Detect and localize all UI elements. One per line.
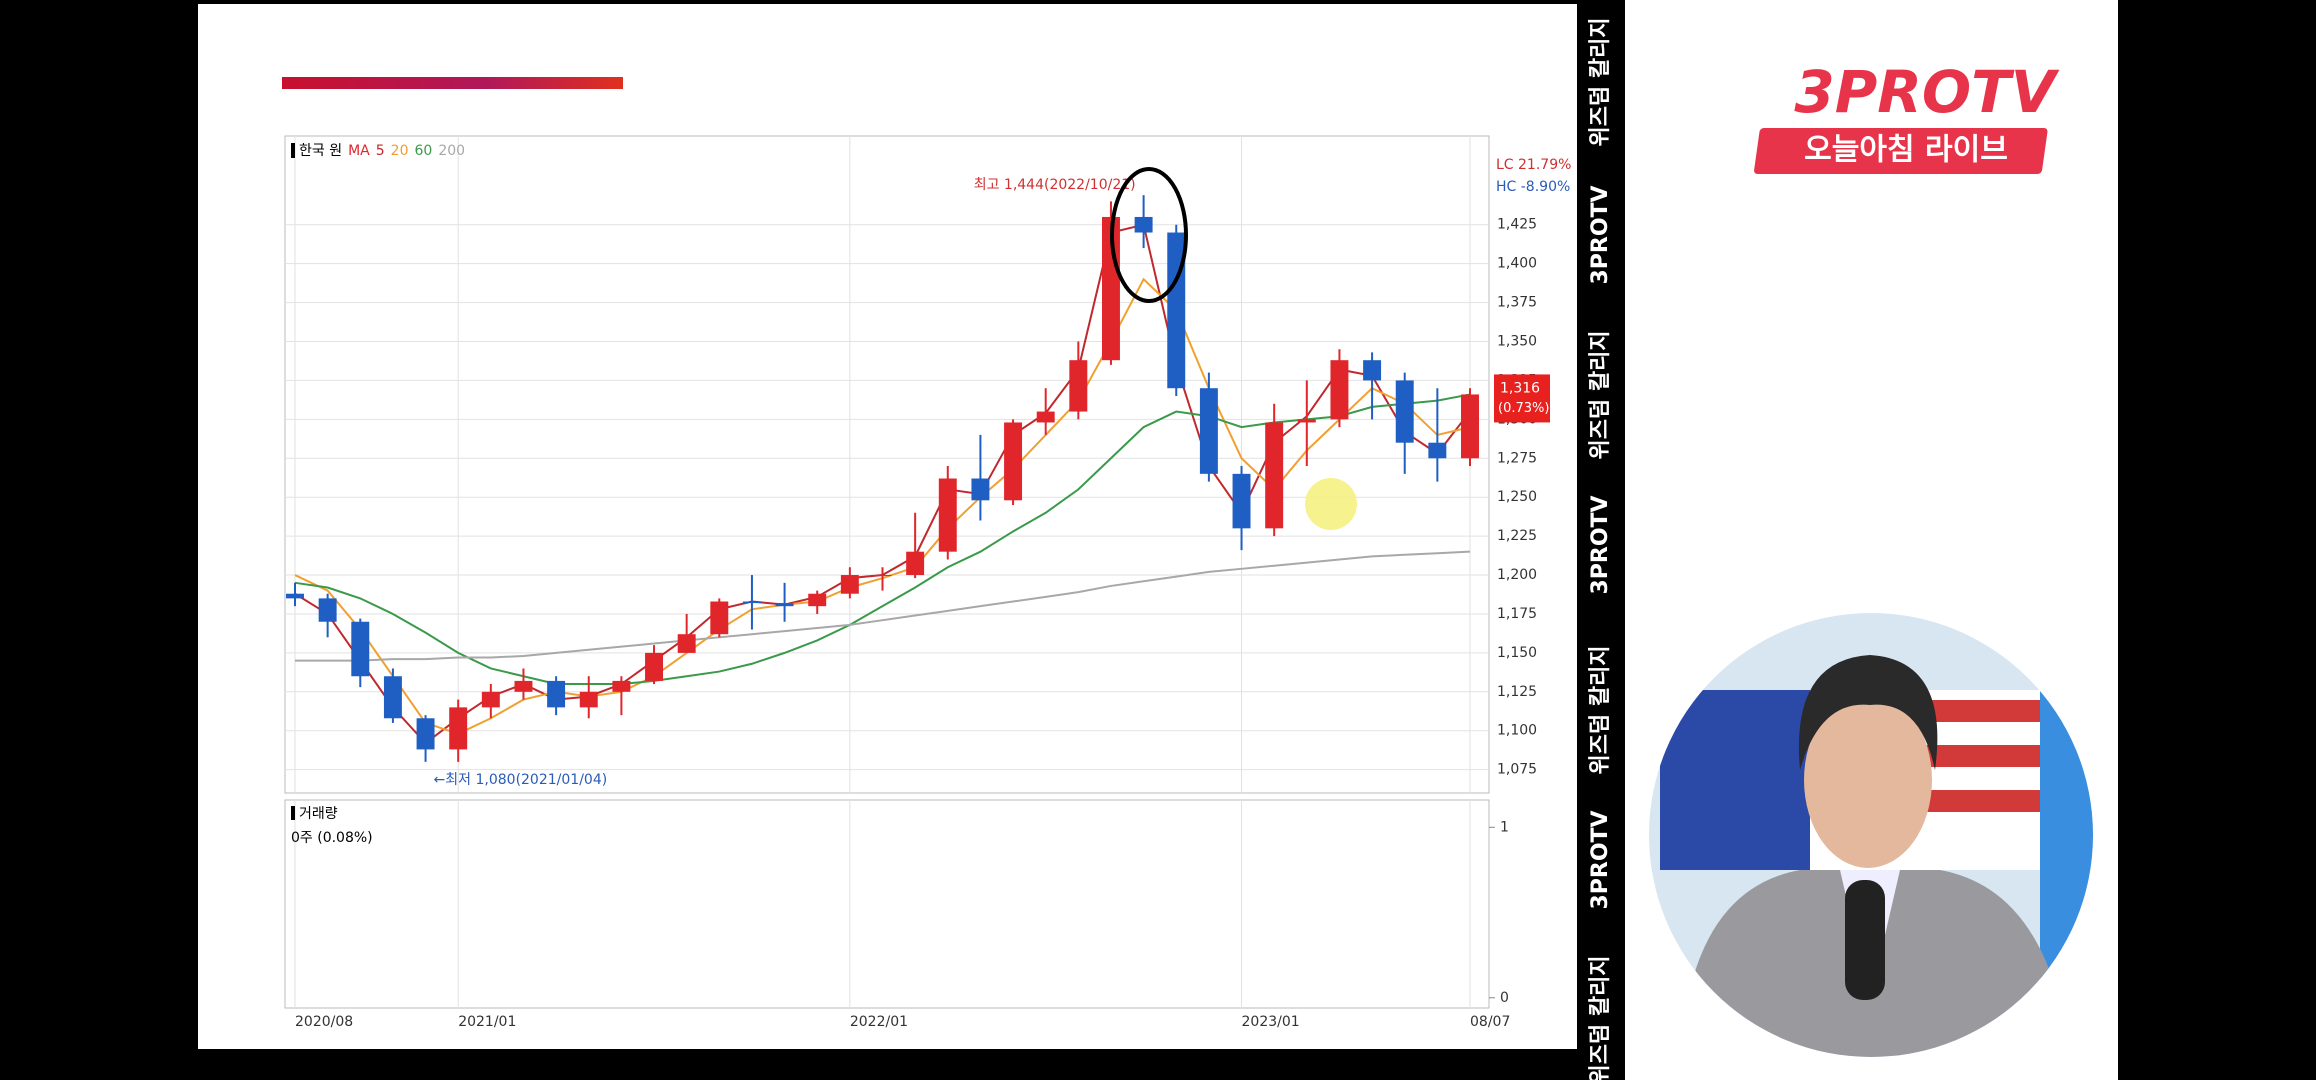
y-tick-label: 1,350 bbox=[1497, 334, 1537, 350]
candle-body bbox=[677, 634, 696, 653]
microphone bbox=[1845, 880, 1885, 1000]
price-panel bbox=[284, 135, 1490, 794]
y-tick-label: 1,400 bbox=[1497, 256, 1537, 272]
volume-icon bbox=[291, 806, 295, 820]
side-text: 3PROTV bbox=[1588, 185, 1613, 284]
side-text: 위즈덤 칼리지 bbox=[1588, 955, 1613, 1080]
candle-body bbox=[1297, 419, 1316, 423]
y-tick-label: 1,425 bbox=[1497, 217, 1537, 233]
candle-body bbox=[1330, 360, 1349, 420]
y-tick-label: 1,100 bbox=[1497, 723, 1537, 739]
side-text: 3PROTV bbox=[1588, 495, 1613, 594]
y-tick-label: 1,125 bbox=[1497, 684, 1537, 700]
legend-text: 20 bbox=[391, 143, 409, 159]
last-price-box bbox=[1494, 374, 1550, 423]
candle-body bbox=[514, 680, 533, 692]
y-tick-label: 1,200 bbox=[1497, 567, 1537, 583]
legend: 한국 원 MA 5 20 60 200 bbox=[291, 143, 465, 159]
logo-text: 3PROTV bbox=[1794, 58, 2059, 126]
video bbox=[1649, 613, 2093, 1057]
candle-body bbox=[710, 601, 729, 635]
candle-body bbox=[1036, 411, 1055, 423]
candle-body bbox=[808, 593, 827, 607]
y-tick-label: 1,275 bbox=[1497, 450, 1537, 466]
candle-body bbox=[547, 680, 566, 708]
side-text: 위즈덤 칼리지 bbox=[1588, 645, 1613, 774]
x-tick-label: 2022/01 bbox=[850, 1014, 908, 1030]
low-annotation: ←최저 1,080(2021/01/04) bbox=[434, 772, 608, 788]
candle-body bbox=[775, 603, 794, 607]
candle-body bbox=[1363, 360, 1382, 381]
candle-body bbox=[1265, 422, 1284, 529]
candle-body bbox=[840, 575, 859, 594]
candle-body bbox=[1069, 360, 1088, 412]
volume-label: 0주 (0.08%) bbox=[291, 830, 373, 846]
legend-text: 60 bbox=[415, 143, 433, 159]
candle-body bbox=[449, 707, 468, 750]
stat-text: HC -8.90% bbox=[1496, 179, 1570, 195]
logo: 3PROTV 오늘아침 라이브 bbox=[1754, 58, 2060, 174]
candle-body bbox=[873, 575, 892, 577]
candle-body bbox=[612, 680, 631, 692]
y-tick-label: 1,250 bbox=[1497, 489, 1537, 505]
candle-body bbox=[1004, 422, 1023, 501]
accent-bar bbox=[282, 77, 623, 89]
candle-body bbox=[906, 551, 925, 576]
candle-body bbox=[1428, 442, 1447, 459]
candle-body bbox=[742, 601, 761, 604]
candle-body bbox=[645, 652, 664, 681]
y-tick-label: 1,075 bbox=[1497, 762, 1537, 778]
volume-panel bbox=[284, 799, 1490, 1009]
banner-text: 오늘아침 라이브 bbox=[1804, 133, 2008, 168]
candle-body bbox=[416, 718, 435, 750]
y-tick-label: 1,375 bbox=[1497, 295, 1537, 311]
last-change: (0.73%) bbox=[1498, 401, 1549, 416]
candle-body bbox=[1134, 216, 1153, 233]
candle-body bbox=[286, 593, 304, 599]
high-annotation: 최고 1,444(2022/10/21) bbox=[974, 177, 1136, 193]
candle-body bbox=[579, 691, 598, 708]
volume-title: 거래량 bbox=[299, 806, 338, 822]
candle-body bbox=[1461, 394, 1479, 459]
side-text: 위즈덤 칼리지 bbox=[1588, 17, 1613, 146]
stat-text: LC 21.79% bbox=[1496, 157, 1571, 173]
candle-body bbox=[1395, 380, 1414, 443]
side-text: 위즈덤 칼리지 bbox=[1588, 330, 1613, 459]
legend-text: 한국 원 bbox=[299, 143, 342, 159]
candle-body bbox=[1199, 388, 1218, 474]
y-tick-label: 1,225 bbox=[1497, 528, 1537, 544]
legend-text: 200 bbox=[438, 143, 465, 159]
legend-text: MA bbox=[348, 143, 370, 159]
candle-body bbox=[351, 621, 370, 677]
candle-body bbox=[1232, 473, 1251, 529]
candle-body bbox=[383, 676, 402, 719]
candle-body bbox=[1101, 216, 1120, 361]
legend-icon bbox=[291, 143, 295, 158]
face bbox=[1804, 692, 1932, 868]
candle-body bbox=[971, 478, 990, 501]
x-tick-label: 2020/08 bbox=[295, 1014, 353, 1030]
logo-banner bbox=[1754, 128, 2048, 174]
volume-tick-label: 0 bbox=[1500, 990, 1509, 1006]
x-tick-label: 2021/01 bbox=[458, 1014, 516, 1030]
x-tick-label: 2023/01 bbox=[1242, 1014, 1300, 1030]
candle-body bbox=[481, 691, 500, 708]
cursor bbox=[1305, 478, 1357, 530]
x-tick-label: 08/07 bbox=[1470, 1014, 1510, 1030]
volume-tick-label: 1 bbox=[1500, 819, 1509, 835]
side-text: 3PROTV bbox=[1588, 810, 1613, 909]
candle-body bbox=[938, 478, 957, 552]
y-tick-label: 1,175 bbox=[1497, 606, 1537, 622]
legend-text: 5 bbox=[376, 143, 385, 159]
candle-body bbox=[318, 598, 337, 622]
flag-blue bbox=[1660, 690, 1810, 870]
hair bbox=[1798, 655, 1938, 770]
last-price: 1,316 bbox=[1500, 380, 1540, 396]
chart: 1,075 1,100 1,125 1,150 1,175 1,200 1,225 1,250… bbox=[285, 136, 1571, 1030]
y-tick-label: 1,150 bbox=[1497, 645, 1537, 661]
ma-line bbox=[295, 550, 1471, 662]
highlight-circle bbox=[1110, 167, 1188, 303]
